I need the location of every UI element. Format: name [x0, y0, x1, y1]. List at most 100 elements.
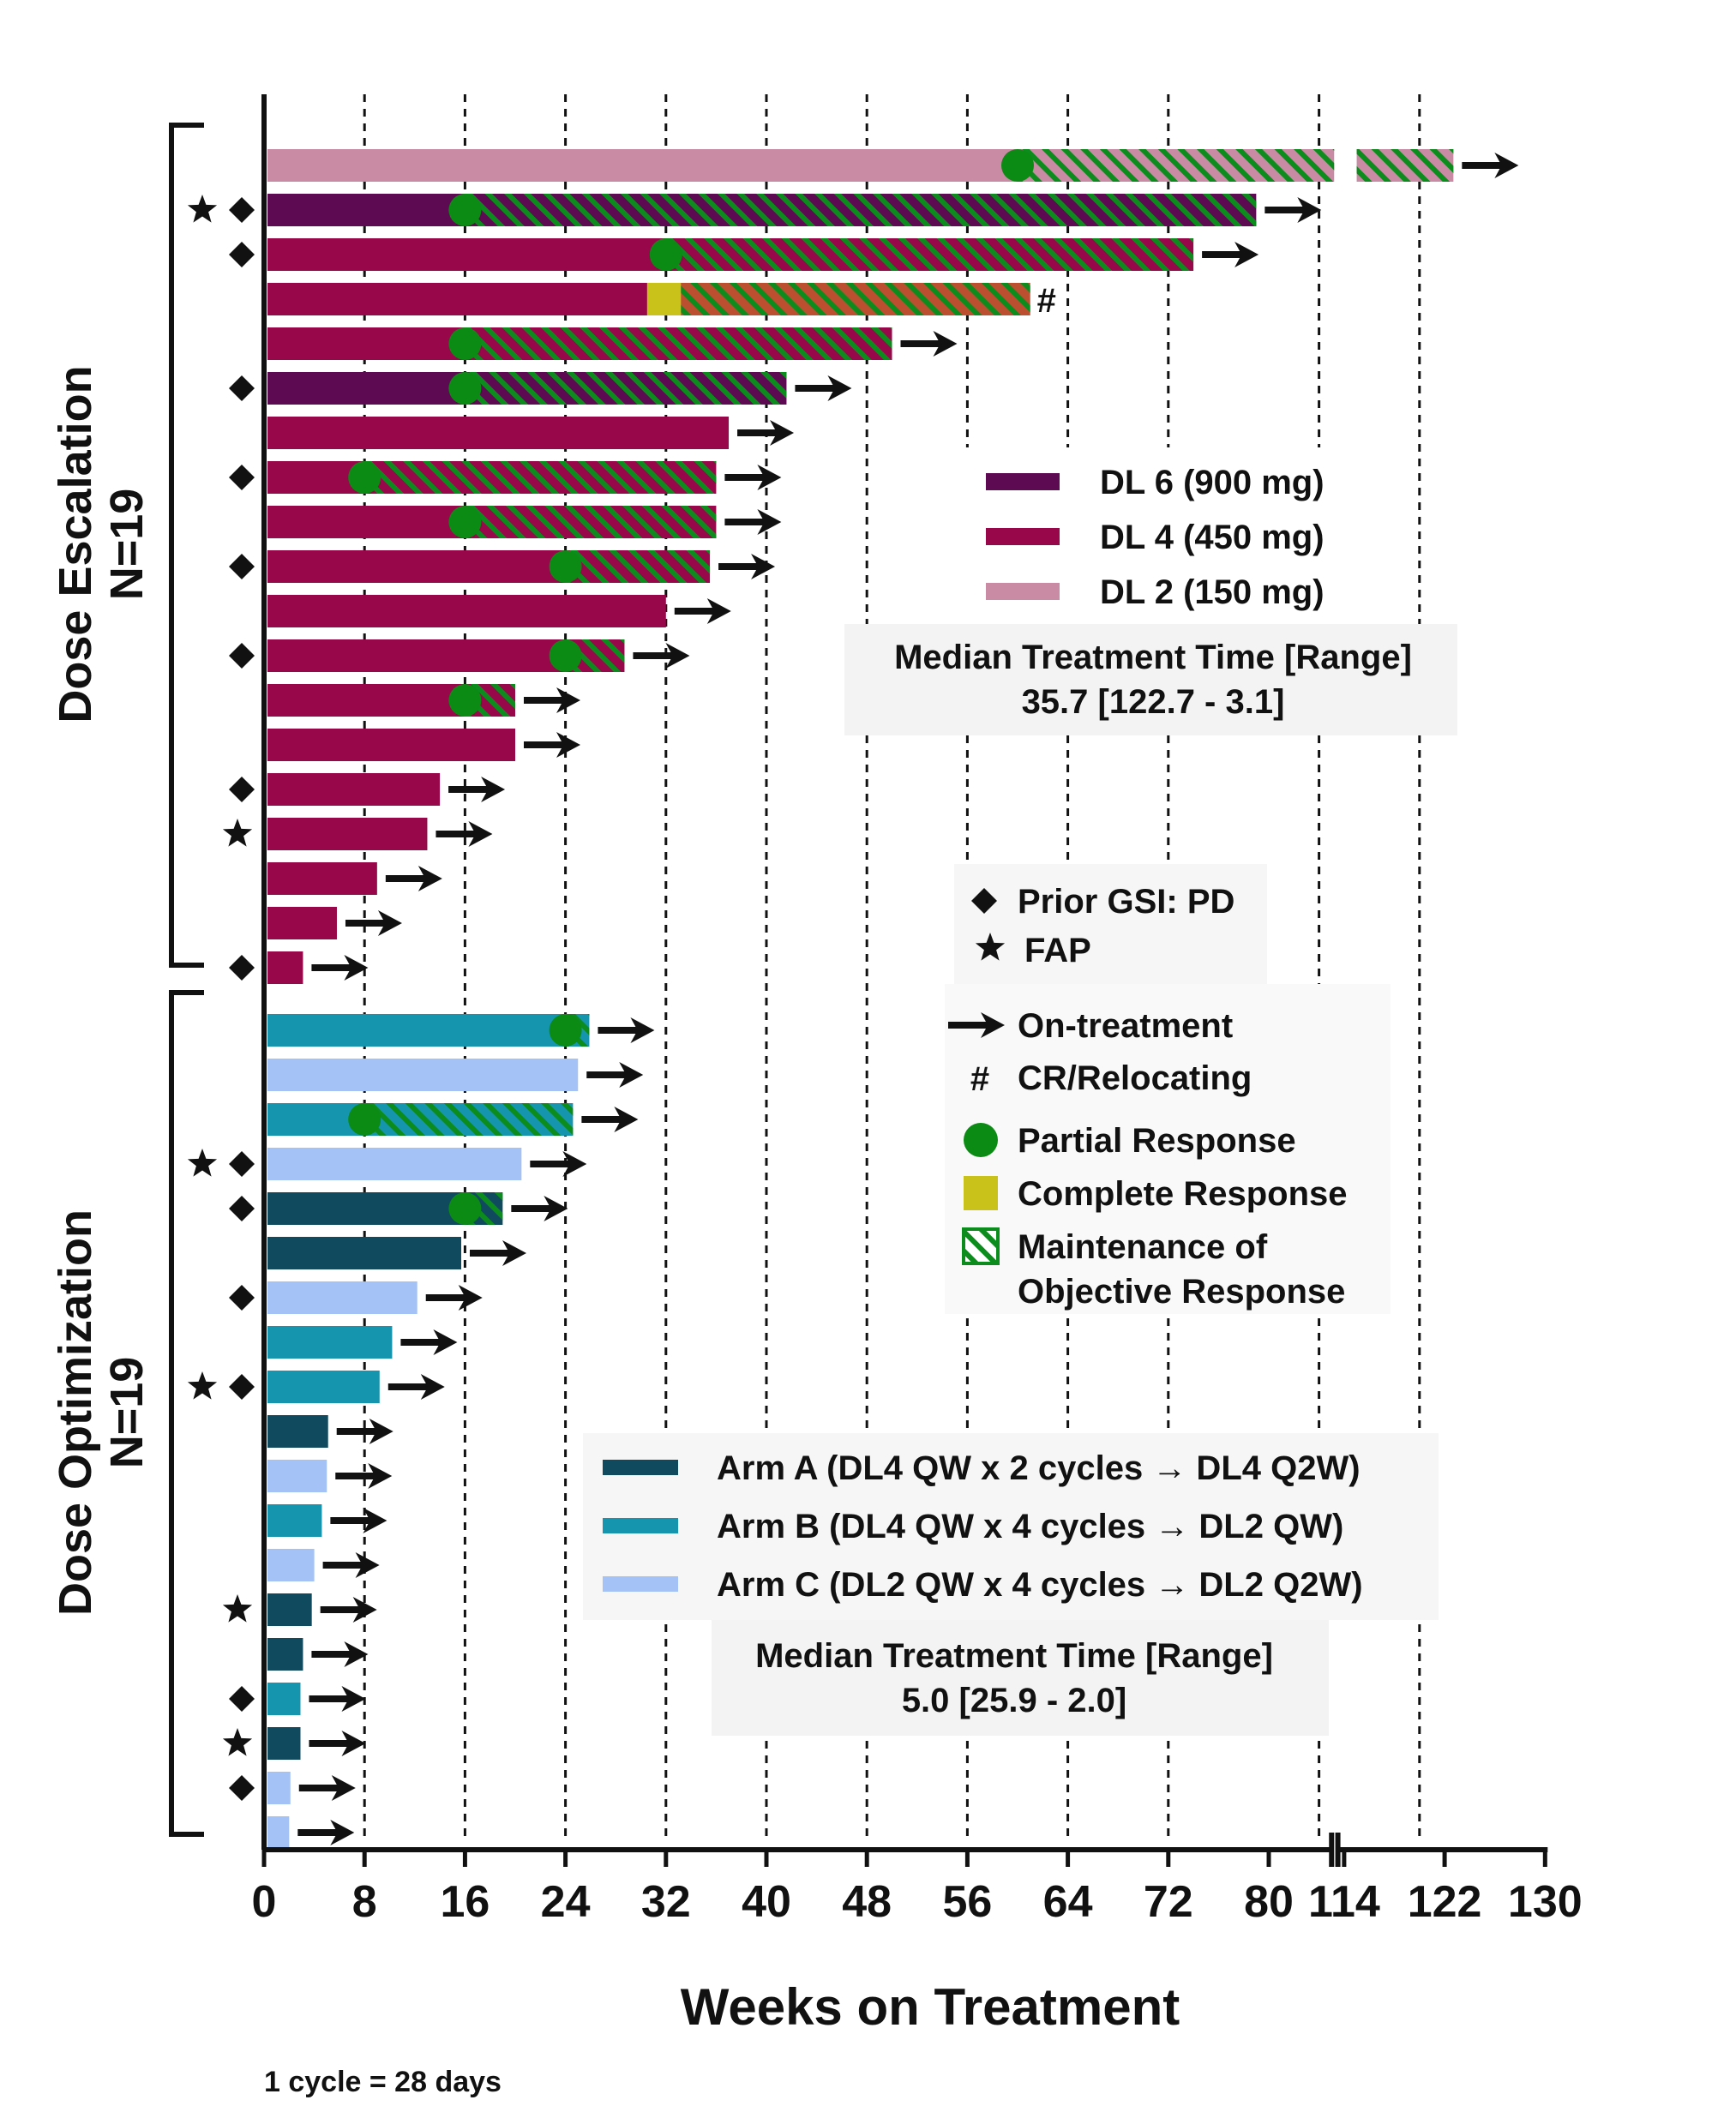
response-hatch — [681, 283, 1030, 315]
x-tick-label: 8 — [352, 1877, 377, 1927]
on-treatment-arrow — [309, 1686, 366, 1712]
optimization-row — [229, 1683, 366, 1715]
legend-response-bg — [945, 984, 1391, 1314]
escalation-row — [267, 149, 1519, 182]
partial-response-dot — [348, 461, 381, 494]
escalation-row — [229, 372, 852, 405]
escalation-row — [229, 550, 776, 583]
treatment-bar — [267, 417, 730, 449]
on-treatment-arrow — [1264, 197, 1322, 223]
x-tick-label: 48 — [842, 1877, 892, 1927]
legend-response-label: Maintenance of — [1018, 1228, 1268, 1266]
on-treatment-arrow — [335, 1463, 393, 1489]
treatment-bar — [267, 1415, 328, 1448]
partial-response-dot — [448, 194, 482, 226]
legend-symbols-bg — [954, 864, 1267, 986]
legend-response-label: CR/Relocating — [1018, 1059, 1252, 1097]
x-tick-label: 40 — [742, 1877, 791, 1927]
legend-dose-label: DL 4 (450 mg) — [1100, 519, 1325, 556]
escalation-row — [267, 506, 782, 538]
optimization-row — [229, 1192, 568, 1225]
partial-response-dot — [649, 238, 682, 271]
optimization-row — [222, 1593, 377, 1626]
x-tick-label: 56 — [942, 1877, 992, 1927]
on-treatment-arrow — [718, 554, 776, 579]
prior-gsi-diamond — [229, 1374, 255, 1400]
optimization-row — [267, 1237, 527, 1269]
response-hatch — [1018, 149, 1335, 182]
treatment-bar — [267, 1014, 590, 1047]
response-hatch — [465, 372, 787, 405]
legend-dose-label: DL 6 (900 mg) — [1100, 464, 1325, 501]
on-treatment-arrow — [1202, 242, 1259, 267]
median-esc-value: 35.7 [122.7 - 3.1] — [1022, 683, 1285, 721]
prior-gsi-diamond — [229, 1775, 255, 1801]
prior-gsi-diamond — [229, 375, 255, 401]
on-treatment-arrow — [425, 1285, 483, 1311]
prior-gsi-diamond — [229, 554, 255, 579]
prior-gsi-diamond — [229, 955, 255, 981]
optimization-row — [267, 1059, 644, 1091]
optimization-row — [229, 1281, 483, 1314]
prior-gsi-diamond — [229, 1285, 255, 1311]
optimization-row — [187, 1148, 587, 1180]
treatment-bar — [267, 1638, 303, 1671]
escalation-row — [229, 951, 369, 984]
bars: # — [187, 149, 1519, 1849]
prior-gsi-diamond — [229, 1196, 255, 1221]
treatment-bar — [267, 773, 441, 806]
on-treatment-arrow — [737, 420, 795, 446]
on-treatment-arrow — [320, 1597, 377, 1623]
treatment-bar — [267, 951, 303, 984]
on-treatment-arrow — [400, 1329, 458, 1355]
response-hatch — [465, 327, 892, 360]
prior-gsi-diamond — [229, 197, 255, 223]
legend-arm-label: Arm A (DL4 QW x 2 cycles → DL4 Q2W) — [717, 1449, 1361, 1487]
on-treatment-arrow — [674, 598, 731, 624]
escalation-row: # — [267, 282, 1056, 320]
on-treatment-arrow — [436, 821, 493, 847]
optimization-row — [267, 1638, 369, 1671]
treatment-bar — [267, 1237, 462, 1269]
on-treatment-arrow — [345, 910, 402, 936]
group-n-label: N=19 — [101, 489, 153, 601]
x-axis-label: Weeks on Treatment — [681, 1978, 1180, 2036]
treatment-bar — [267, 1549, 315, 1581]
legend-dose-label: DL 2 (150 mg) — [1100, 573, 1325, 611]
fap-star — [975, 933, 1006, 961]
optimization-row — [267, 1326, 458, 1359]
on-treatment-arrow — [511, 1196, 568, 1221]
legend-arm-label: Arm C (DL2 QW x 4 cycles → DL2 Q2W) — [717, 1566, 1363, 1604]
partial-response-dot — [448, 327, 482, 360]
group-label: Dose Escalation — [50, 365, 101, 723]
response-hatch — [665, 238, 1194, 271]
treatment-bar — [267, 1460, 327, 1492]
on-treatment-arrow — [330, 1508, 387, 1533]
optimization-row — [267, 1103, 639, 1136]
fap-star — [187, 195, 218, 223]
prior-gsi-diamond — [229, 1151, 255, 1177]
escalation-row — [267, 684, 580, 717]
on-treatment-arrow — [322, 1552, 380, 1578]
fap-star — [222, 1728, 253, 1756]
escalation-row — [222, 818, 493, 850]
fap-star — [222, 819, 253, 847]
prior-gsi-diamond — [229, 643, 255, 669]
partial-response-dot — [549, 639, 582, 672]
x-tick-label: 24 — [541, 1877, 591, 1927]
x-tick-label: 16 — [440, 1877, 490, 1927]
legend-arm-label: Arm B (DL4 QW x 4 cycles → DL2 QW) — [717, 1508, 1343, 1545]
treatment-bar — [267, 1148, 522, 1180]
legend-cr-square — [964, 1176, 998, 1210]
legend-hash-icon: # — [970, 1060, 989, 1098]
fap-star — [187, 1149, 218, 1177]
x-tick-label: 64 — [1043, 1877, 1093, 1927]
treatment-bar — [267, 1059, 579, 1091]
optimization-row — [267, 1549, 380, 1581]
on-treatment-arrow — [724, 509, 782, 535]
partial-response-dot — [448, 1192, 482, 1225]
optimization-row — [229, 1772, 356, 1804]
on-treatment-arrow — [387, 1374, 445, 1400]
